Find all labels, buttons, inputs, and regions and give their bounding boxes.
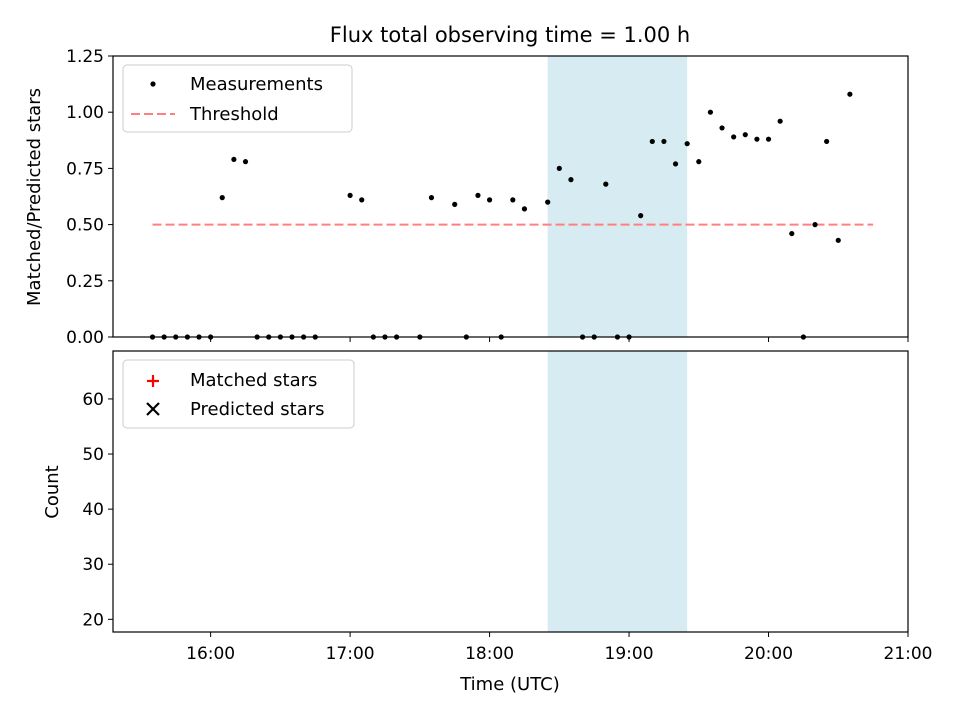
measurement-point [603,181,609,187]
bottom-legend-box [122,359,355,429]
measurement-point [556,165,562,171]
legend-predicted-marker [146,402,160,416]
top-plot-frame [112,55,909,338]
measurement-point [731,134,737,140]
bottom-y-tick-label: 50 [82,445,104,465]
measurement-point [719,125,725,131]
bottom-y-axis-label: Count [42,465,63,518]
bottom-y-tick-label: 30 [82,555,104,575]
bottom-x-tick-label: 21:00 [884,644,933,664]
bottom-y-tick-label: 20 [82,610,104,630]
measurement-point [661,138,667,145]
bottom-x-tick-label: 20:00 [744,644,793,664]
measurement-point [812,222,818,228]
measurement-point [754,136,760,142]
top-y-tick-label: 1.00 [66,103,104,123]
measurement-point [231,156,237,163]
measurement-point [475,192,481,198]
measurement-point [835,237,841,243]
measurement-point [568,177,574,183]
top-y-axis: 0.00 0.25 0.50 0.75 1.00 1.25 [66,47,113,348]
measurement-point [649,138,655,145]
legend-matched-marker [147,375,159,387]
top-y-tick-label: 0.00 [66,328,104,348]
measurement-point [242,159,249,165]
measurement-point [486,197,493,203]
top-y-tick-label: 0.50 [66,216,104,236]
measurement-point [684,141,690,147]
measurement-point [742,132,748,138]
top-y-tick-label: 0.25 [66,272,104,292]
legend-matched-label: Matched stars [190,370,317,391]
top-legend: Measurements Threshold [122,64,353,133]
legend-measurements-label: Measurements [190,74,323,95]
measurement-point [638,213,644,219]
top-y-axis-label: Matched/Predicted stars [24,88,45,306]
measurement-point [696,159,702,165]
measurement-point [672,161,679,167]
bottom-x-axis-label: Time (UTC) [459,674,560,695]
top-marks [149,91,874,340]
measurement-point [510,197,516,203]
measurement-point [545,199,551,205]
bottom-x-tick-label: 19:00 [605,644,654,664]
top-panel: 0.00 0.25 0.50 0.75 1.00 1.25 Flux total obse… [24,23,909,348]
measurement-point [452,201,458,207]
measurement-point [359,197,365,203]
bottom-highlight-span [547,351,688,632]
bottom-x-tick-label: 17:00 [326,644,375,664]
legend-predicted-label: Predicted stars [190,399,324,420]
bottom-y-tick-label: 60 [82,390,104,410]
bottom-panel: 20 30 40 50 60 16:00 17:00 18:00 19:00 20:00 21:0… [42,350,933,695]
bottom-plot-frame [112,350,909,633]
measurement-point [824,138,830,145]
measurement-point [847,91,853,97]
bottom-x-axis: 16:00 17:00 18:00 19:00 20:00 21:00 [186,632,933,664]
measurement-point [219,195,225,201]
measurement-point [789,230,795,237]
measurement-point [707,109,714,115]
top-highlight-span [547,56,688,337]
bottom-x-tick-label: 18:00 [465,644,514,664]
legend-measurements-marker [150,81,156,87]
measurement-point [347,192,353,198]
top-legend-box [122,64,353,133]
bottom-y-tick-label: 40 [82,500,104,520]
top-y-tick-label: 0.75 [66,159,104,179]
top-chart-title: Flux total observing time = 1.00 h [330,23,690,47]
measurement-point [777,118,783,124]
measurement-point [428,195,435,201]
top-x-ticks [210,337,909,342]
measurement-point [521,206,528,212]
bottom-x-tick-label: 16:00 [186,644,235,664]
legend-threshold-label: Threshold [189,104,279,125]
measurement-point [765,136,772,142]
bottom-legend: Matched stars Predicted stars [122,359,355,429]
top-y-tick-label: 1.25 [66,47,104,67]
bottom-y-axis: 20 30 40 50 60 [82,390,113,630]
